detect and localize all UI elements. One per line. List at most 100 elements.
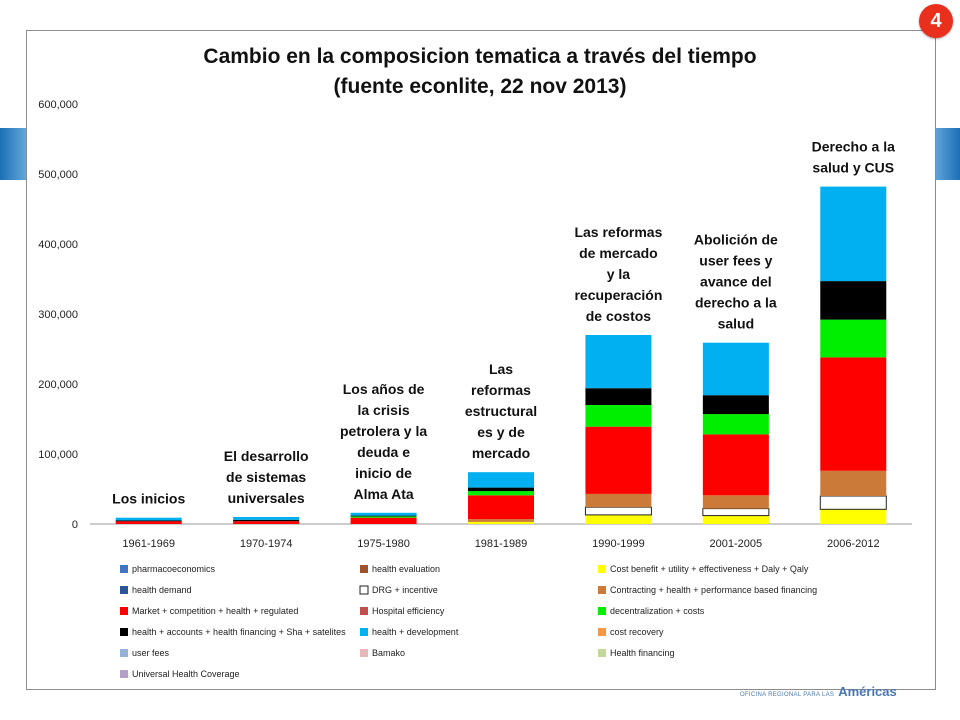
legend: pharmacoeconomics health evaluation Cost b… <box>120 564 817 679</box>
bar-segment <box>702 495 769 509</box>
bar-segment <box>585 405 652 427</box>
legend-swatch <box>360 565 368 573</box>
annotation-line: salud y CUS <box>812 160 894 176</box>
x-axis: 1961-1969 1970-1974 1975-1980 1981-1989 1990… <box>90 523 912 550</box>
footer-logo: OFICINA REGIONAL PARA LAS Américas <box>740 684 897 702</box>
legend-swatch <box>120 586 128 594</box>
legend-label: Hospital efficiency <box>372 606 445 616</box>
annotation-line: Las reformas <box>574 224 662 240</box>
annotation-line: Abolición de <box>694 232 778 248</box>
legend-swatch <box>120 565 128 573</box>
y-axis: 0 100,000 200,000 300,000 400,000 500,000 600,… <box>38 99 78 531</box>
legend-swatch <box>598 607 606 615</box>
bar-segment <box>702 414 769 435</box>
bar-segment <box>820 319 887 358</box>
annotation-line: petrolera y la <box>340 423 427 439</box>
bars <box>115 186 887 524</box>
bar-segment <box>820 281 887 320</box>
legend-label: DRG + incentive <box>372 585 438 595</box>
y-tick-label: 200,000 <box>38 379 78 391</box>
slide-number-badge: 4 <box>919 4 953 38</box>
bar-segment <box>468 495 534 520</box>
bar-segment <box>820 357 887 471</box>
annotation-line: recuperación <box>574 287 662 303</box>
bar-segment <box>585 335 652 389</box>
bar-segment <box>468 491 534 496</box>
legend-swatch <box>598 628 606 636</box>
legend-label: health demand <box>132 585 192 595</box>
x-tick-label: 1990-1999 <box>592 538 645 550</box>
legend-label: health + development <box>372 627 459 637</box>
bar-segment <box>350 516 417 518</box>
legend-swatch <box>598 649 606 657</box>
footer-logo-big-text: Américas <box>838 684 897 699</box>
legend-label: Health financing <box>610 648 675 658</box>
annotation-line: de sistemas <box>226 469 306 485</box>
bar-segment <box>468 472 534 488</box>
legend-swatch <box>120 628 128 636</box>
chart-frame <box>26 30 936 690</box>
bar-segment <box>468 521 534 524</box>
annotation-line: reformas <box>471 382 531 398</box>
legend-label: decentralization + costs <box>610 606 705 616</box>
bar-segment <box>819 495 887 510</box>
bar-segment <box>233 519 300 522</box>
legend-swatch <box>360 607 368 615</box>
y-tick-label: 100,000 <box>38 449 78 461</box>
legend-swatch <box>598 586 606 594</box>
chart-title-line: Cambio en la composicion tematica a trav… <box>203 45 756 68</box>
legend-swatch <box>120 649 128 657</box>
bar-segment <box>468 519 534 522</box>
bar-segment <box>115 520 182 522</box>
annotation-line: inicio de <box>355 465 412 481</box>
bar-segment <box>702 342 769 396</box>
legend-label: Market + competition + health + regulate… <box>132 606 298 616</box>
bar-segment <box>468 487 534 492</box>
legend-swatch <box>360 628 368 636</box>
legend-swatch <box>598 565 606 573</box>
annotation-line: Derecho a la <box>812 139 895 155</box>
annotation-line: mercado <box>472 445 530 461</box>
annotation-line: Los años de <box>343 381 425 397</box>
bar-segment <box>350 512 417 516</box>
annotation-line: avance del <box>700 274 772 290</box>
legend-swatch <box>359 585 369 595</box>
bar-segment <box>585 514 652 524</box>
x-tick-label: 1975-1980 <box>357 538 410 550</box>
annotation-line: universales <box>228 490 305 506</box>
legend-swatch <box>120 607 128 615</box>
annotation-line: es y de <box>477 424 525 440</box>
annotation-line: user fees y <box>699 253 772 269</box>
annotation-line: y la <box>607 266 631 282</box>
legend-swatch <box>120 670 128 678</box>
legend-label: health + accounts + health financing + S… <box>132 627 346 637</box>
bar-segment <box>820 470 887 496</box>
footer-logo-small-text: OFICINA REGIONAL PARA LAS <box>740 692 835 698</box>
x-tick-label: 1970-1974 <box>240 538 293 550</box>
bar-segment <box>350 517 417 524</box>
bar-segment <box>115 521 182 524</box>
chart-title: Cambio en la composicion tematica a trav… <box>203 45 756 98</box>
annotation-line: derecho a la <box>695 295 777 311</box>
x-tick-label: 2001-2005 <box>710 538 763 550</box>
legend-label: health evaluation <box>372 564 440 574</box>
bar-segment <box>585 426 652 494</box>
legend-label: Universal Health Coverage <box>132 669 240 679</box>
y-tick-label: 600,000 <box>38 99 78 111</box>
x-tick-label: 1981-1989 <box>475 538 528 550</box>
legend-label: Cost benefit + utility + effectiveness +… <box>610 564 809 574</box>
bar-segment <box>702 515 769 524</box>
legend-label: user fees <box>132 648 170 658</box>
chart-title-line: (fuente econlite, 22 nov 2013) <box>334 75 627 98</box>
annotation-line: deuda e <box>357 444 410 460</box>
y-tick-label: 0 <box>72 519 78 531</box>
y-tick-label: 500,000 <box>38 169 78 181</box>
bar-segment <box>584 506 652 516</box>
annotation-line: salud <box>718 316 755 332</box>
bar-segment <box>702 434 769 496</box>
bar-segment <box>820 186 887 282</box>
annotation-line: la crisis <box>357 402 409 418</box>
legend-label: Contracting + health + performance based… <box>610 585 817 595</box>
bar-segment <box>702 395 769 415</box>
annotation-line: de mercado <box>579 245 658 261</box>
